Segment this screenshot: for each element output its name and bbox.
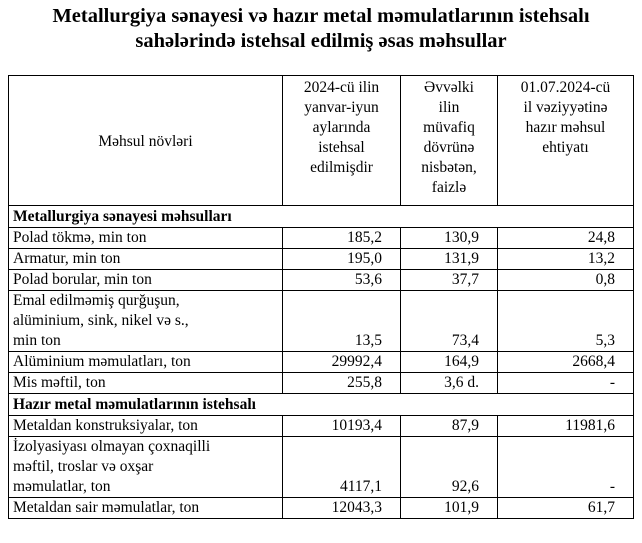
table-row: İzolyasiyası olmayan çoxnaqilli məftil, t… [8, 436, 634, 498]
title-line-2: sahələrində istehsal edilmiş əsas məhsul… [135, 30, 507, 52]
table-row: Polad tökmə, min ton 185,2 130,9 24,8 [8, 227, 634, 249]
header-line: Əvvəlki [424, 79, 474, 96]
cell-product-name: Polad tökmə, min ton [8, 227, 283, 249]
cell-production: 29992,4 [282, 351, 401, 373]
table-row: Metaldan konstruksiyalar, ton 10193,4 87,9… [8, 415, 634, 437]
product-name-line: Polad borular, min ton [13, 271, 152, 288]
header-row: Məhsul növləri 2024-cü ilin yanvar-iyun … [8, 75, 634, 206]
cell-stock: - [497, 372, 634, 394]
product-name-line: Alüminium məmulatları, ton [13, 353, 191, 370]
header-line: istehsal [318, 139, 365, 156]
header-line: yanvar-iyun [304, 99, 379, 116]
cell-product-name: Emal edilməmiş qurğuşun, alüminium, sink,… [8, 290, 283, 352]
header-line: ilin [438, 99, 460, 116]
cell-production: 185,2 [282, 227, 401, 249]
title-line-1: Metallurgiya sənayesi və hazır metal məm… [52, 5, 590, 27]
section-title: Hazır metal məmulatlarının istehsalı [8, 393, 634, 416]
cell-production: 13,5 [282, 290, 401, 352]
cell-stock: 11981,6 [497, 415, 634, 437]
cell-product-name: Mis məftil, ton [8, 372, 283, 394]
header-product-types: Məhsul növləri [8, 75, 283, 206]
cell-product-name: Metaldan konstruksiyalar, ton [8, 415, 283, 437]
product-name-line: Metaldan sair məmulatlar, ton [13, 499, 200, 516]
product-name-line: alüminium, sink, nikel və s., [13, 312, 189, 329]
table-row: Alüminium məmulatları, ton 29992,4 164,9 26… [8, 351, 634, 373]
header-line: aylarında [312, 119, 371, 136]
table-row: Mis məftil, ton 255,8 3,6 d. - [8, 372, 634, 394]
header-stock: 01.07.2024-cü il vəziyyətinə hazır məhsu… [497, 75, 634, 206]
cell-product-name: Armatur, min ton [8, 248, 283, 270]
cell-product-name: İzolyasiyası olmayan çoxnaqilli məftil, t… [8, 436, 283, 498]
cell-percent: 3,6 d. [400, 372, 498, 394]
cell-product-name: Metaldan sair məmulatlar, ton [8, 497, 283, 519]
header-line: edilmişdir [310, 159, 373, 176]
header-production: 2024-cü ilin yanvar-iyun aylarında isteh… [282, 75, 401, 206]
header-line: 2024-cü ilin [303, 79, 380, 96]
product-name-line: İzolyasiyası olmayan çoxnaqilli [13, 438, 211, 455]
header-line: nisbətən, [421, 159, 477, 176]
cell-stock: 5,3 [497, 290, 634, 352]
cell-percent: 73,4 [400, 290, 498, 352]
cell-production: 255,8 [282, 372, 401, 394]
section-row: Hazır metal məmulatlarının istehsalı [8, 393, 634, 416]
cell-stock: 2668,4 [497, 351, 634, 373]
document-title: Metallurgiya sənayesi və hazır metal məm… [0, 4, 642, 54]
cell-percent: 92,6 [400, 436, 498, 498]
table-row: Metaldan sair məmulatlar, ton 12043,3 101,… [8, 497, 634, 519]
cell-production: 4117,1 [282, 436, 401, 498]
products-table: Məhsul növləri 2024-cü ilin yanvar-iyun … [8, 75, 634, 519]
header-line: ehtiyatı [542, 139, 589, 156]
product-name-line: Armatur, min ton [13, 250, 121, 267]
header-percent: Əvvəlki ilin müvafiq dövrünə nisbətən, f… [400, 75, 498, 206]
header-line: faizlə [431, 179, 467, 196]
cell-percent: 37,7 [400, 269, 498, 291]
product-name-line: məftil, troslar və oxşar [13, 458, 154, 475]
section-title: Metallurgiya sənayesi məhsulları [8, 205, 634, 228]
product-name-line: Polad tökmə, min ton [13, 229, 147, 246]
product-name-line: min ton [13, 332, 61, 349]
cell-percent: 130,9 [400, 227, 498, 249]
header-line: hazır məhsul [525, 119, 606, 136]
table-row: Polad borular, min ton 53,6 37,7 0,8 [8, 269, 634, 291]
cell-product-name: Polad borular, min ton [8, 269, 283, 291]
header-line: dövrünə [423, 139, 475, 156]
table-body: Metallurgiya sənayesi məhsulları Polad tö… [8, 205, 634, 519]
header-line: 01.07.2024-cü [520, 79, 611, 96]
table-row: Armatur, min ton 195,0 131,9 13,2 [8, 248, 634, 270]
cell-percent: 101,9 [400, 497, 498, 519]
product-name-line: məmulatlar, ton [13, 478, 111, 495]
cell-stock: - [497, 436, 634, 498]
cell-stock: 0,8 [497, 269, 634, 291]
cell-production: 10193,4 [282, 415, 401, 437]
table-row: Emal edilməmiş qurğuşun, alüminium, sink,… [8, 290, 634, 352]
cell-product-name: Alüminium məmulatları, ton [8, 351, 283, 373]
cell-percent: 131,9 [400, 248, 498, 270]
product-name-line: Mis məftil, ton [13, 374, 106, 391]
cell-percent: 164,9 [400, 351, 498, 373]
cell-production: 53,6 [282, 269, 401, 291]
product-name-line: Emal edilməmiş qurğuşun, [13, 292, 180, 309]
cell-percent: 87,9 [400, 415, 498, 437]
cell-production: 195,0 [282, 248, 401, 270]
product-name-line: Metaldan konstruksiyalar, ton [13, 417, 198, 434]
header-line: il vəziyyətinə [523, 99, 608, 116]
cell-stock: 61,7 [497, 497, 634, 519]
cell-stock: 13,2 [497, 248, 634, 270]
header-line: müvafiq [423, 119, 475, 136]
cell-production: 12043,3 [282, 497, 401, 519]
section-row: Metallurgiya sənayesi məhsulları [8, 205, 634, 228]
cell-stock: 24,8 [497, 227, 634, 249]
